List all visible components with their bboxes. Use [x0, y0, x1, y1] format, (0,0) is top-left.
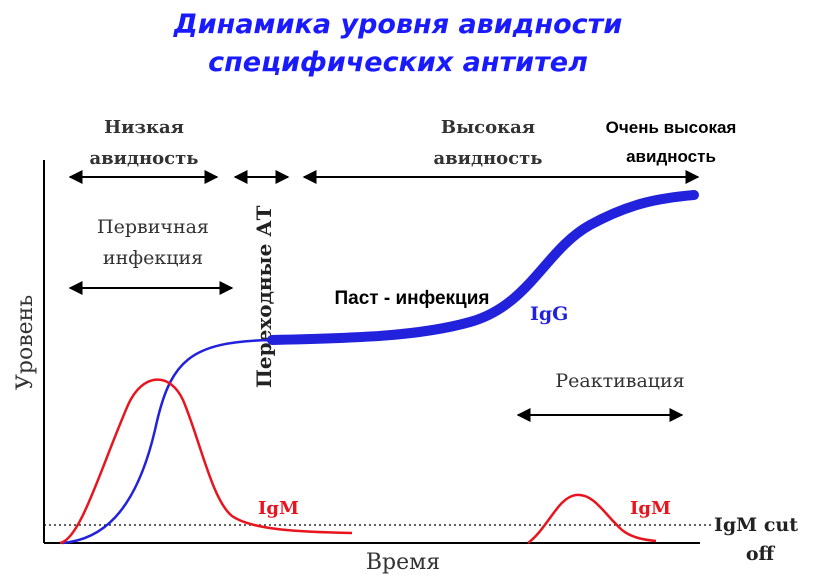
- igm-primary-curve: [59, 378, 353, 545]
- title-line-1: Динамика уровня авидности: [173, 9, 623, 40]
- igg-early-curve: [61, 338, 271, 545]
- primary-infection-line-1: Первичная: [97, 216, 209, 238]
- reactivation-label: Реактивация: [555, 370, 684, 392]
- igm-reactivation-label: IgM: [630, 498, 671, 519]
- phase-high-line-2: авидность: [433, 148, 542, 169]
- igm-primary-label: IgM: [258, 498, 299, 519]
- igm-cutoff-label-line-1: IgM cut: [714, 514, 798, 536]
- phase-high-line-1: Высокая: [441, 117, 535, 138]
- phase-very-high-line-2: авидность: [626, 147, 716, 166]
- phase-low-line-2: авидность: [89, 148, 198, 169]
- y-axis-label: Уровень: [13, 295, 38, 390]
- igm-reactivation-curve: [527, 493, 657, 544]
- igg-curve: [267, 190, 699, 345]
- phase-low-line-1: Низкая: [104, 117, 184, 138]
- igg-label: IgG: [530, 303, 568, 325]
- igm-cutoff-label-line-2: off: [746, 543, 776, 565]
- phase-very-high-line-1: Очень высокая: [606, 118, 737, 137]
- x-axis-label: Время: [366, 550, 440, 575]
- title-line-2: специфических антител: [208, 47, 588, 78]
- primary-infection-line-2: инфекция: [103, 247, 203, 269]
- transitional-antibodies-label: Переходные АТ: [252, 205, 276, 388]
- past-infection-label: Паст - инфекция: [334, 288, 489, 309]
